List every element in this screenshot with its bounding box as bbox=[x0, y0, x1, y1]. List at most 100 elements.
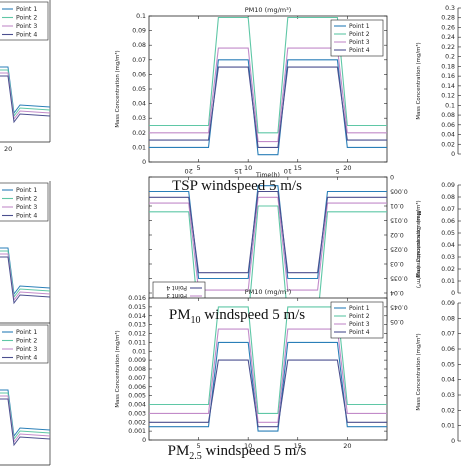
legend-label-1: Point 1 bbox=[349, 23, 370, 30]
right-y-tick-label: 0.3 bbox=[445, 5, 455, 12]
y-tick-label: 0.013 bbox=[128, 322, 146, 329]
right-y-tick-label: 0 bbox=[451, 151, 455, 158]
y-tick-label: 0.02 bbox=[390, 231, 404, 238]
right-y-tick-label: 0.18 bbox=[441, 63, 455, 70]
left-series-fragment bbox=[0, 253, 51, 302]
y-tick-label: 0.016 bbox=[128, 295, 146, 302]
left-legend-label: Point 4 bbox=[16, 32, 37, 39]
y-tick-label: 0.012 bbox=[128, 331, 146, 338]
y-tick-label: 0.01 bbox=[132, 348, 146, 355]
y-tick-label: 0.05 bbox=[132, 86, 146, 93]
left-legend-label: Point 1 bbox=[16, 187, 37, 194]
y-axis-label: Mass Concentration (mg/m³) bbox=[114, 50, 121, 127]
y-tick-label: 0.015 bbox=[390, 217, 408, 224]
y-tick-label: 0.014 bbox=[128, 313, 146, 320]
y-tick-label: 0.01 bbox=[132, 144, 146, 151]
series-line-1 bbox=[149, 341, 387, 432]
right-y-tick-label: 0.24 bbox=[441, 34, 455, 41]
right-y-tick-label: 0.04 bbox=[441, 377, 455, 384]
right-y-tick-label: 0.12 bbox=[441, 93, 455, 100]
left-series-fragment bbox=[0, 395, 51, 444]
chart-plot-group-1: PM10 (mg/m³) 0 0.01 0.02 0.03 0.04 0.05 0.06 0.0… bbox=[114, 6, 388, 179]
right-y-tick-label: 0.06 bbox=[441, 218, 455, 225]
y-tick-label: 0.015 bbox=[128, 304, 146, 311]
right-y-tick-label: 0.08 bbox=[441, 112, 455, 119]
series-line-3 bbox=[149, 328, 387, 423]
right-y-tick-label: 0.04 bbox=[441, 132, 455, 139]
y-tick-label: 0.008 bbox=[128, 366, 146, 373]
legend-label-1: Point 1 bbox=[349, 305, 370, 312]
y-tick-label: 0.005 bbox=[390, 188, 408, 195]
right-y-tick-label: 0.06 bbox=[441, 122, 455, 129]
series-line-4 bbox=[149, 190, 387, 274]
y-tick-label: 0.03 bbox=[390, 260, 404, 267]
right-y-tick-label: 0.28 bbox=[441, 15, 455, 22]
caption-pm25: PM2.5 windspeed 5 m/s bbox=[167, 443, 307, 462]
right-fragment-mid: 0.09 0.08 0.07 0.06 0.05 0.04 0.03 0.02 0.01 0 Mas… bbox=[415, 182, 461, 297]
y-tick-label: 0.02 bbox=[132, 130, 146, 137]
y-tick-label: 0.025 bbox=[390, 246, 408, 253]
y-tick-label: 0.04 bbox=[132, 101, 146, 108]
right-fragment-bottom: 0.09 0.08 0.07 0.06 0.05 0.04 0.03 0.02 0.01 0 Mas… bbox=[415, 300, 461, 445]
series-line-3 bbox=[149, 196, 387, 291]
right-y-tick-label: 0.02 bbox=[441, 141, 455, 148]
left-series-fragment bbox=[0, 392, 51, 441]
left-series-fragment bbox=[0, 75, 51, 124]
y-tick-label: 0 bbox=[142, 159, 146, 166]
legend-label-4: Point 4 bbox=[349, 329, 370, 336]
right-y-tick-label: 0.22 bbox=[441, 44, 455, 51]
right-y-tick-label: 0.1 bbox=[445, 102, 455, 109]
right-y-tick-label: 0.07 bbox=[441, 331, 455, 338]
y-tick-label: 0.01 bbox=[390, 202, 404, 209]
series-line-4 bbox=[149, 359, 387, 428]
x-tick-label: 5 bbox=[197, 164, 201, 172]
left-legend-label: Point 1 bbox=[16, 6, 37, 13]
left-legend-label: Point 3 bbox=[16, 23, 37, 30]
left-series-fragment bbox=[0, 247, 51, 296]
left-series-fragment bbox=[0, 398, 51, 447]
y-tick-label: 0.045 bbox=[390, 304, 408, 311]
y-tick-label: 0 bbox=[390, 173, 394, 180]
right-y-tick-label: 0.05 bbox=[441, 361, 455, 368]
right-y-tick-label: 0.04 bbox=[441, 242, 455, 249]
left-legend-box bbox=[0, 324, 49, 364]
y-tick-label: 0.001 bbox=[128, 428, 146, 435]
right-y-tick-label: 0.09 bbox=[441, 182, 455, 189]
legend-label-4: Point 4 bbox=[349, 47, 370, 54]
y-tick-label: 0.08 bbox=[132, 42, 146, 49]
left-legend-label: Point 3 bbox=[16, 346, 37, 353]
y-tick-label: 0.011 bbox=[128, 339, 146, 346]
left-series-fragment bbox=[0, 250, 51, 299]
right-y-tick-label: 0 bbox=[451, 290, 455, 297]
left-legend-box bbox=[0, 1, 49, 41]
x-tick-label: 5 bbox=[197, 442, 201, 450]
y-tick-label: 0.04 bbox=[390, 289, 404, 296]
y-tick-label: 0.09 bbox=[132, 28, 146, 35]
right-y-tick-label: 0.01 bbox=[441, 423, 455, 430]
y-tick-label: 0.002 bbox=[128, 419, 146, 426]
series-line-4 bbox=[149, 66, 387, 148]
y-axis-label: Mass Concentration (mg/m³) bbox=[415, 211, 422, 288]
legend-label-2: Point 2 bbox=[349, 31, 370, 38]
right-y-tick-label: 0.08 bbox=[441, 315, 455, 322]
left-series-fragment bbox=[0, 69, 51, 118]
caption-pm10: PM10 windspeed 5 m/s bbox=[168, 307, 306, 326]
left-series-fragment bbox=[0, 389, 51, 438]
x-tick-label: 10 bbox=[244, 442, 252, 450]
right-y-tick-label: 0.06 bbox=[441, 346, 455, 353]
left-x-tick-label: 20 bbox=[4, 145, 12, 153]
y-tick-label: 0 bbox=[142, 437, 146, 444]
y-tick-label: 0.009 bbox=[128, 357, 146, 364]
right-fragment-top: 0.3 0.28 0.26 0.24 0.22 0.2 0.18 0.16 0.14 0.12 0.… bbox=[415, 5, 461, 158]
left-series-fragment bbox=[0, 256, 51, 305]
x-tick-label: 10 bbox=[244, 164, 252, 172]
right-y-axis-label: Mass Concentration (mg/m³) bbox=[415, 333, 422, 410]
chart-title: PM10 (mg/m³) bbox=[245, 6, 292, 14]
right-y-tick-label: 0.03 bbox=[441, 392, 455, 399]
x-tick-label: 15 bbox=[234, 167, 242, 175]
